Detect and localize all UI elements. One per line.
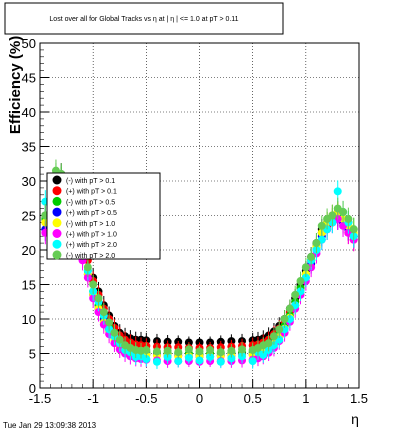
data-point bbox=[216, 357, 225, 366]
legend-marker bbox=[52, 186, 62, 196]
x-tick-label: 1 bbox=[302, 391, 309, 406]
y-tick-label: 25 bbox=[22, 209, 36, 224]
data-point bbox=[163, 346, 172, 355]
y-tick-label: 40 bbox=[22, 105, 36, 120]
data-point bbox=[174, 357, 183, 366]
legend-label: (-) with pT > 1.0 bbox=[66, 221, 115, 228]
data-point bbox=[227, 354, 236, 363]
legend-label: (+) with pT > 0.5 bbox=[66, 210, 117, 217]
y-tick-label: 10 bbox=[22, 312, 36, 327]
legend-marker bbox=[52, 239, 62, 249]
y-tick-label: 0 bbox=[29, 381, 36, 396]
y-tick-label: 45 bbox=[22, 71, 36, 86]
legend-marker bbox=[52, 218, 62, 228]
legend-label: (-) with pT > 0.1 bbox=[66, 178, 115, 185]
data-point bbox=[307, 252, 316, 261]
data-point bbox=[227, 346, 236, 355]
data-point bbox=[94, 294, 103, 303]
data-point bbox=[206, 346, 215, 355]
data-point bbox=[115, 335, 124, 344]
x-tick-label: 1.5 bbox=[350, 391, 368, 406]
data-point bbox=[339, 208, 348, 217]
x-axis-label: η bbox=[351, 411, 359, 427]
data-point bbox=[89, 280, 98, 289]
data-point bbox=[333, 187, 342, 196]
data-point bbox=[195, 356, 204, 365]
legend-label: (+) with pT > 1.0 bbox=[66, 232, 117, 239]
data-point bbox=[142, 355, 151, 364]
data-point bbox=[99, 308, 108, 317]
data-point bbox=[184, 345, 193, 354]
data-point bbox=[264, 339, 273, 348]
timestamp: Tue Jan 29 13:09:38 2013 bbox=[3, 421, 97, 430]
y-tick-label: 5 bbox=[29, 347, 36, 362]
y-tick-label: 35 bbox=[22, 140, 36, 155]
y-tick-label: 50 bbox=[22, 36, 36, 51]
data-point bbox=[184, 353, 193, 362]
data-point bbox=[152, 347, 161, 356]
legend: (-) with pT > 0.1 (+) with pT > 0.1 (-) wi… bbox=[52, 175, 117, 260]
data-point bbox=[152, 357, 161, 366]
legend-label: (+) with pT > 2.0 bbox=[66, 242, 117, 249]
x-tick-label: 0.5 bbox=[244, 391, 262, 406]
data-point bbox=[275, 325, 284, 334]
x-tick-label: -1 bbox=[87, 391, 99, 406]
data-point bbox=[328, 211, 337, 220]
data-point bbox=[269, 332, 278, 341]
data-point bbox=[195, 347, 204, 356]
data-point bbox=[312, 239, 321, 248]
y-tick-label: 20 bbox=[22, 243, 36, 258]
chart-title: Lost over all for Global Tracks vs η at … bbox=[49, 16, 238, 23]
data-point bbox=[110, 328, 119, 337]
y-tick-label: 30 bbox=[22, 174, 36, 189]
legend-marker bbox=[52, 207, 62, 217]
data-point bbox=[296, 277, 305, 286]
legend-marker bbox=[52, 229, 62, 238]
x-tick-label: 0 bbox=[196, 391, 203, 406]
legend-label: (-) with pT > 2.0 bbox=[66, 253, 115, 260]
tick-labels: -1.5 -1 -0.5 0 0.5 1 1.5 0 5 10 15 20 25 30 35 40 45 50 bbox=[22, 36, 369, 406]
legend-marker bbox=[52, 196, 62, 206]
data-point bbox=[285, 304, 294, 313]
y-tick-label: 15 bbox=[22, 278, 36, 293]
data-point bbox=[317, 221, 326, 230]
legend-marker bbox=[52, 175, 62, 185]
legend-box bbox=[46, 172, 161, 260]
data-point bbox=[105, 318, 114, 327]
data-point bbox=[174, 348, 183, 357]
data-point bbox=[344, 214, 353, 223]
legend-label: (-) with pT > 0.5 bbox=[66, 199, 115, 206]
data-point bbox=[301, 263, 310, 272]
data-point bbox=[206, 352, 215, 361]
legend-label: (+) with pT > 0.1 bbox=[66, 189, 117, 196]
title-box bbox=[4, 2, 284, 35]
data-point bbox=[291, 290, 300, 299]
data-point bbox=[238, 345, 247, 354]
data-point bbox=[280, 315, 289, 323]
x-tick-label: -0.5 bbox=[135, 391, 157, 406]
legend-marker bbox=[52, 250, 62, 260]
data-point bbox=[259, 350, 268, 359]
y-axis-label: Efficiency (%) bbox=[7, 36, 24, 134]
data-point bbox=[83, 263, 92, 272]
data-point bbox=[349, 225, 358, 234]
data-point bbox=[216, 348, 225, 357]
data-point bbox=[142, 346, 151, 355]
data-point bbox=[248, 357, 257, 366]
x-tick-label: -1.5 bbox=[29, 391, 51, 406]
